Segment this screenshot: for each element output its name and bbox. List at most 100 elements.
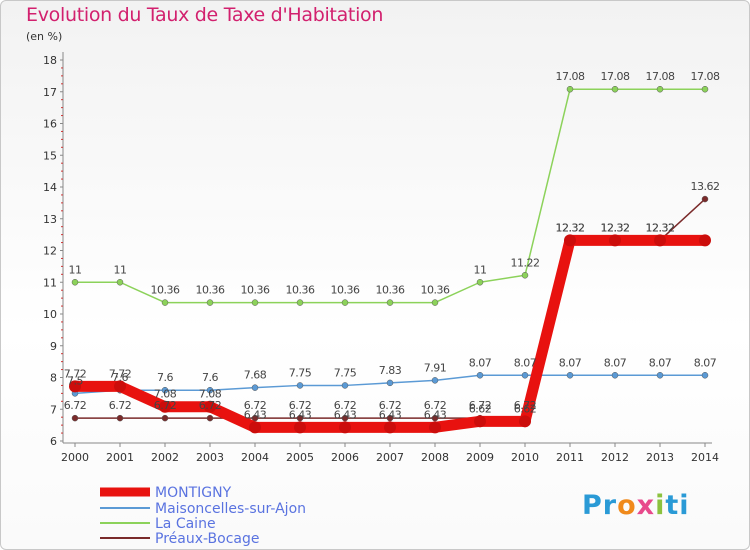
y-tick-label: 15: [43, 149, 57, 162]
data-point-montigny: [249, 421, 261, 434]
data-label-preaux-bocage: 13.62: [691, 180, 720, 193]
data-label-la-caine: 10.36: [421, 284, 450, 297]
data-label-la-caine: 10.36: [376, 284, 405, 297]
data-label-la-caine: 10.36: [241, 284, 270, 297]
data-point-preaux-bocage: [341, 414, 349, 422]
y-tick-label: 18: [43, 54, 57, 67]
x-tick-label: 2006: [331, 451, 359, 464]
data-point-maisoncelles-sur-ajon: [341, 382, 349, 389]
x-tick-label: 2002: [151, 451, 179, 464]
data-point-la-caine: [611, 85, 619, 93]
data-label-montigny: 12.32: [556, 221, 585, 234]
data-label-la-caine: 17.08: [556, 70, 585, 83]
data-label-montigny: 7.72: [109, 367, 132, 380]
x-tick-label: 2011: [556, 451, 584, 464]
y-tick-label: 16: [43, 118, 57, 131]
legend-label-montigny: MONTIGNY: [155, 485, 232, 501]
data-label-montigny: 6.43: [244, 408, 267, 421]
data-label-maisoncelles-sur-ajon: 7.6: [157, 371, 173, 384]
data-label-maisoncelles-sur-ajon: 8.07: [604, 356, 627, 369]
data-label-preaux-bocage: 6.72: [244, 399, 267, 412]
y-tick-label: 12: [43, 245, 57, 258]
data-point-montigny: [699, 234, 711, 247]
data-point-maisoncelles-sur-ajon: [566, 372, 574, 379]
data-point-montigny: [609, 234, 621, 247]
data-label-maisoncelles-sur-ajon: 8.07: [514, 356, 537, 369]
data-point-maisoncelles-sur-ajon: [206, 386, 214, 394]
data-label-preaux-bocage: 6.72: [154, 399, 177, 412]
data-label-montigny: 6.43: [379, 408, 402, 421]
data-point-preaux-bocage: [161, 414, 169, 422]
data-label-montigny: 6.62: [514, 402, 537, 415]
data-label-la-caine: 17.08: [646, 70, 675, 83]
data-point-la-caine: [251, 299, 259, 306]
data-label-la-caine: 10.36: [151, 284, 180, 297]
data-label-montigny: 6.43: [289, 408, 312, 421]
data-point-la-caine: [566, 85, 574, 93]
data-point-preaux-bocage: [251, 414, 259, 422]
data-label-preaux-bocage: 6.72: [109, 399, 132, 412]
data-label-montigny: 6.43: [424, 408, 447, 421]
x-tick-label: 2014: [691, 451, 719, 464]
data-label-maisoncelles-sur-ajon: 8.07: [694, 356, 717, 369]
y-tick-label: 9: [50, 340, 57, 353]
x-tick-label: 2009: [466, 451, 494, 464]
data-label-preaux-bocage: 6.72: [289, 399, 312, 412]
y-tick-label: 13: [43, 213, 57, 226]
data-point-montigny: [474, 415, 486, 428]
data-point-montigny: [69, 380, 81, 393]
legend-label-preaux-bocage: Préaux-Bocage: [155, 531, 260, 547]
data-point-preaux-bocage: [116, 414, 124, 422]
data-label-maisoncelles-sur-ajon: 7.75: [289, 366, 312, 379]
data-point-la-caine: [656, 85, 664, 93]
series-line-la-caine: [74, 88, 706, 304]
data-point-preaux-bocage: [701, 195, 709, 203]
data-point-maisoncelles-sur-ajon: [656, 372, 664, 379]
legend-label-maisoncelles-sur-ajon: Maisoncelles-sur-Ajon: [155, 501, 306, 517]
data-label-maisoncelles-sur-ajon: 7.68: [244, 369, 267, 382]
data-label-maisoncelles-sur-ajon: 8.07: [649, 356, 672, 369]
data-point-montigny: [564, 234, 576, 247]
data-label-montigny: 12.32: [646, 221, 675, 234]
chart-title: Evolution du Taux de Taxe d'Habitation: [26, 4, 384, 26]
data-label-la-caine: 11: [69, 263, 82, 276]
data-point-montigny: [339, 421, 351, 434]
data-point-preaux-bocage: [296, 414, 304, 422]
legend-label-la-caine: La Caine: [155, 516, 216, 532]
data-point-la-caine: [206, 299, 214, 306]
data-label-montigny: 7.08: [199, 388, 222, 401]
y-tick-label: 10: [43, 308, 57, 321]
data-label-preaux-bocage: 6.72: [514, 399, 537, 412]
y-tick-label: 7: [50, 403, 57, 416]
data-label-la-caine: 10.36: [196, 284, 225, 297]
data-label-maisoncelles-sur-ajon: 8.07: [559, 356, 582, 369]
data-point-la-caine: [431, 299, 439, 306]
data-point-la-caine: [71, 279, 79, 286]
proxiti-logo: Proxiti: [582, 490, 690, 521]
data-label-preaux-bocage: 6.72: [199, 399, 222, 412]
data-label-maisoncelles-sur-ajon: 7.75: [334, 366, 357, 379]
data-point-maisoncelles-sur-ajon: [476, 372, 484, 379]
y-tick-label: 6: [50, 435, 57, 448]
data-point-la-caine: [386, 299, 394, 306]
data-label-montigny: 7.72: [64, 367, 87, 380]
data-point-preaux-bocage: [206, 414, 214, 422]
data-label-preaux-bocage: 12.32: [601, 221, 630, 234]
data-point-maisoncelles-sur-ajon: [431, 377, 439, 384]
data-point-montigny: [204, 400, 216, 413]
x-tick-label: 2004: [241, 451, 269, 464]
x-tick-label: 2003: [196, 451, 224, 464]
data-label-montigny: 6.43: [334, 408, 357, 421]
data-label-montigny: 6.62: [469, 402, 492, 415]
data-label-preaux-bocage: 6.72: [424, 399, 447, 412]
x-tick-label: 2001: [106, 451, 134, 464]
y-tick-label: 11: [43, 276, 57, 289]
data-label-maisoncelles-sur-ajon: 7.91: [424, 361, 447, 374]
data-label-la-caine: 17.08: [691, 70, 720, 83]
data-label-la-caine: 10.36: [331, 284, 360, 297]
data-point-montigny: [519, 415, 531, 428]
x-tick-label: 2005: [286, 451, 314, 464]
x-tick-label: 2007: [376, 451, 404, 464]
